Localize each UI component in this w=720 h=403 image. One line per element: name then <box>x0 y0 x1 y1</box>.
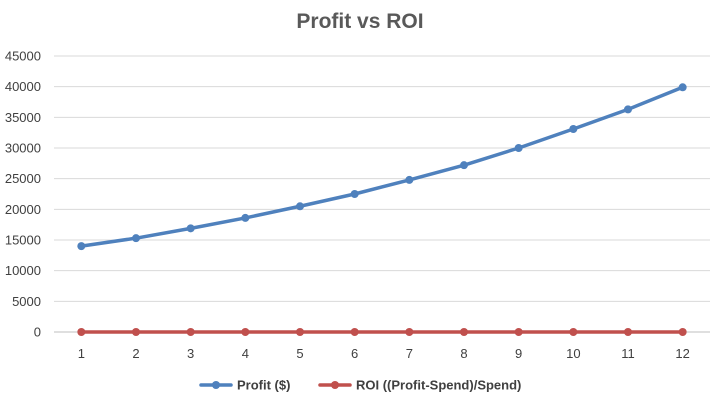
data-point <box>514 328 523 336</box>
legend-label: ROI ((Profit-Spend)/Spend) <box>356 378 521 393</box>
legend-item: Profit ($) <box>199 378 290 393</box>
data-point <box>132 234 140 243</box>
data-point <box>186 224 195 233</box>
x-tick-label: 6 <box>351 346 358 361</box>
x-tick-label: 12 <box>675 346 689 361</box>
series-2 <box>77 328 687 336</box>
data-point <box>405 175 414 184</box>
data-point <box>569 124 578 133</box>
x-tick-label: 1 <box>78 346 85 361</box>
x-axis: 1 2 3 4 5 6 7 8 9 10 11 12 <box>78 346 690 361</box>
x-tick-label: 10 <box>566 346 580 361</box>
chart-title: Profit vs ROI <box>296 10 423 33</box>
data-point <box>296 328 304 336</box>
y-tick-label: 10000 <box>5 263 41 278</box>
y-axis: 0 5000 10000 15000 20000 25000 30000 35000 40000… <box>5 49 41 340</box>
data-point <box>296 202 304 211</box>
data-point <box>350 328 359 336</box>
data-point <box>678 83 687 92</box>
legend-marker <box>212 381 220 389</box>
data-point <box>77 328 86 336</box>
x-tick-label: 2 <box>132 346 139 361</box>
series-line <box>79 85 685 248</box>
y-tick-label: 35000 <box>5 110 41 125</box>
x-tick-label: 8 <box>460 346 467 361</box>
data-point <box>132 328 140 336</box>
gridlines <box>54 55 710 333</box>
data-point <box>241 328 250 336</box>
data-point <box>460 161 468 170</box>
data-point <box>569 328 578 336</box>
x-tick-label: 7 <box>406 346 413 361</box>
legend-marker <box>331 381 339 389</box>
data-point <box>624 105 632 114</box>
y-tick-label: 5000 <box>12 294 41 309</box>
data-point <box>678 328 687 336</box>
y-tick-label: 0 <box>34 325 41 340</box>
x-tick-label: 11 <box>621 346 635 361</box>
x-tick-label: 3 <box>187 346 194 361</box>
y-tick-label: 30000 <box>5 141 41 156</box>
y-tick-label: 45000 <box>5 49 41 64</box>
data-point <box>77 242 86 251</box>
plot-area <box>77 83 687 336</box>
legend: Profit ($) ROI ((Profit-Spend)/Spend) <box>199 378 521 393</box>
y-tick-label: 40000 <box>5 79 41 94</box>
data-point <box>186 328 195 336</box>
y-tick-label: 15000 <box>5 233 41 248</box>
data-point <box>460 328 468 336</box>
series-1 <box>77 83 687 251</box>
data-point <box>405 328 414 336</box>
data-point <box>350 190 359 198</box>
x-tick-label: 9 <box>515 346 522 361</box>
x-tick-label: 4 <box>242 346 249 361</box>
data-point <box>624 328 632 336</box>
data-point <box>514 144 523 152</box>
x-tick-label: 5 <box>296 346 303 361</box>
y-tick-label: 25000 <box>5 171 41 186</box>
legend-label: Profit ($) <box>237 378 290 393</box>
y-tick-label: 20000 <box>5 202 41 217</box>
legend-item: ROI ((Profit-Spend)/Spend) <box>318 378 521 393</box>
data-point <box>241 213 250 222</box>
